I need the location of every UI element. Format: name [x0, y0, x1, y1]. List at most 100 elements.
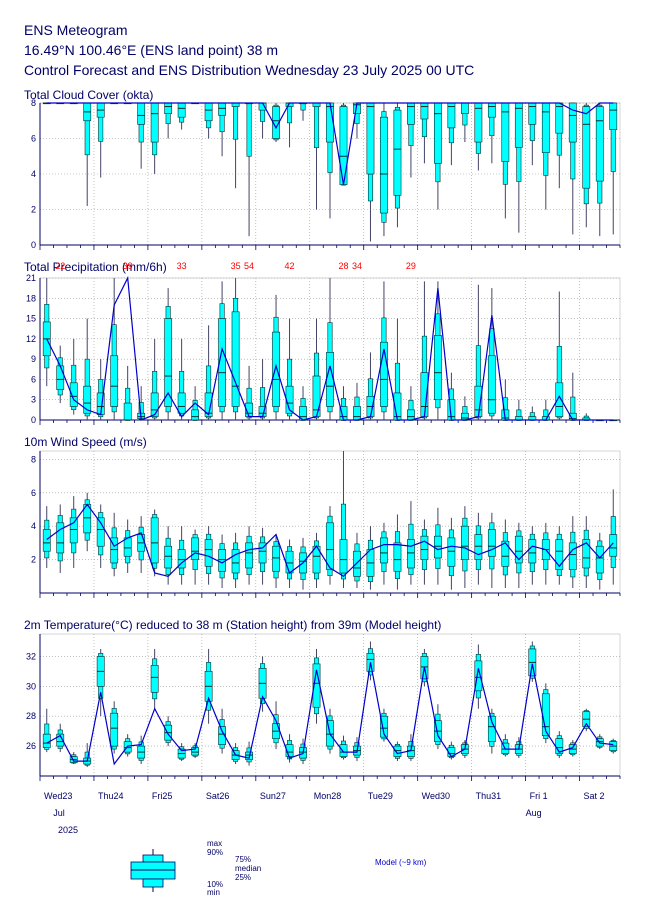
- box-outer-lower: [556, 569, 562, 576]
- box-outer-upper: [543, 532, 549, 540]
- month-label: Aug: [526, 808, 542, 818]
- box-outer-lower: [44, 355, 50, 369]
- box-outer-lower: [462, 559, 468, 572]
- box-outer-lower: [273, 570, 279, 579]
- box-inner: [177, 549, 186, 569]
- box-inner: [339, 744, 348, 757]
- box-outer-lower: [246, 567, 252, 575]
- legend-p25: 25%: [235, 873, 251, 882]
- y-tick-label: 18: [26, 293, 36, 303]
- box-inner: [541, 102, 550, 154]
- box-outer-lower: [300, 572, 306, 580]
- box-inner: [96, 517, 105, 547]
- box-outer-lower: [556, 132, 562, 156]
- box-21: [326, 506, 334, 585]
- box-33: [487, 102, 496, 164]
- box-25: [380, 103, 388, 237]
- legend: max 90% 75% median 25% 10% min Model (~9…: [130, 839, 427, 897]
- box-outer-lower: [314, 106, 320, 149]
- box-outer-upper: [381, 111, 387, 118]
- box-6: [123, 519, 132, 573]
- box-inner: [164, 102, 173, 114]
- box-inner: [420, 535, 429, 560]
- box-outer-upper: [529, 645, 535, 650]
- box-outer-lower: [597, 572, 603, 580]
- box-outer-upper: [556, 345, 562, 384]
- box-outer-lower: [516, 562, 522, 574]
- box-inner: [110, 537, 119, 564]
- box-11: [191, 529, 200, 585]
- box-outer-lower: [287, 106, 293, 124]
- box-inner: [501, 540, 510, 567]
- box-inner: [474, 102, 483, 143]
- panel-title: 2m Temperature(°C) reduced to 38 m (Stat…: [24, 618, 441, 632]
- day-label: Wed23: [44, 791, 72, 801]
- box-outer-upper: [610, 516, 616, 535]
- box-32: [474, 512, 483, 585]
- legend-p90: 90%: [207, 848, 223, 857]
- box-inner: [420, 102, 429, 120]
- box-outer-upper: [98, 653, 104, 657]
- box-outer-upper: [273, 316, 279, 333]
- box-inner: [514, 102, 523, 148]
- box-outer-lower: [610, 129, 616, 172]
- box-outer-lower: [179, 116, 185, 123]
- box-outer-lower: [570, 569, 576, 578]
- box-outer-lower: [44, 550, 50, 559]
- box-outer-upper: [381, 712, 387, 717]
- box-outer-lower: [219, 570, 225, 579]
- box-outer-lower: [543, 559, 549, 570]
- day-label: Fri 1: [530, 791, 548, 801]
- box-inner: [204, 539, 213, 567]
- box-outer-upper: [597, 540, 603, 547]
- box-outer-lower: [233, 106, 239, 140]
- box-outer-lower: [165, 406, 171, 413]
- y-tick-label: 4: [31, 169, 36, 179]
- box-inner: [460, 525, 469, 560]
- box-inner: [42, 733, 51, 748]
- overflow-max-label: 54: [244, 261, 254, 271]
- day-label: Sun27: [260, 791, 286, 801]
- box-36: [528, 526, 537, 585]
- box-inner: [380, 341, 388, 407]
- box-outer-upper: [408, 400, 414, 411]
- box-5: [110, 278, 119, 420]
- box-outer-lower: [327, 745, 333, 750]
- box-outer-lower: [165, 739, 171, 743]
- box-outer-lower: [354, 575, 360, 582]
- box-outer-lower: [98, 545, 104, 556]
- box-12: [204, 325, 213, 420]
- y-tick-label: 6: [31, 134, 36, 144]
- box-outer-upper: [98, 512, 104, 519]
- day-label: Tue29: [368, 791, 393, 801]
- box-outer-lower: [448, 127, 454, 144]
- box-outer-upper: [421, 529, 427, 537]
- box-outer-lower: [354, 754, 360, 758]
- box-inner: [164, 545, 173, 569]
- box-15: [245, 365, 253, 420]
- box-40: [582, 708, 591, 732]
- forecast-line: Control Forecast and ENS Distribution We…: [24, 62, 475, 78]
- box-outer-upper: [219, 303, 225, 319]
- overflow-max-label: 29: [406, 261, 416, 271]
- box-inner: [231, 311, 240, 407]
- box-inner: [191, 409, 200, 421]
- box-outer-lower: [138, 757, 144, 761]
- box-10: [177, 526, 186, 585]
- box-inner: [245, 542, 253, 569]
- box-outer-upper: [152, 658, 158, 666]
- box-outer-upper: [556, 735, 562, 739]
- box-1: [56, 504, 65, 573]
- legend-max: max: [207, 839, 222, 848]
- box-inner: [407, 539, 415, 569]
- box-outer-lower: [111, 406, 117, 413]
- box-inner: [380, 537, 388, 564]
- box-inner: [555, 382, 564, 417]
- box-inner: [204, 102, 213, 122]
- box-inner: [474, 660, 483, 692]
- box-inner: [460, 102, 469, 114]
- box-outer-lower: [219, 406, 225, 413]
- box-38: [555, 291, 564, 420]
- y-tick-label: 28: [26, 711, 36, 721]
- box-30: [447, 517, 456, 590]
